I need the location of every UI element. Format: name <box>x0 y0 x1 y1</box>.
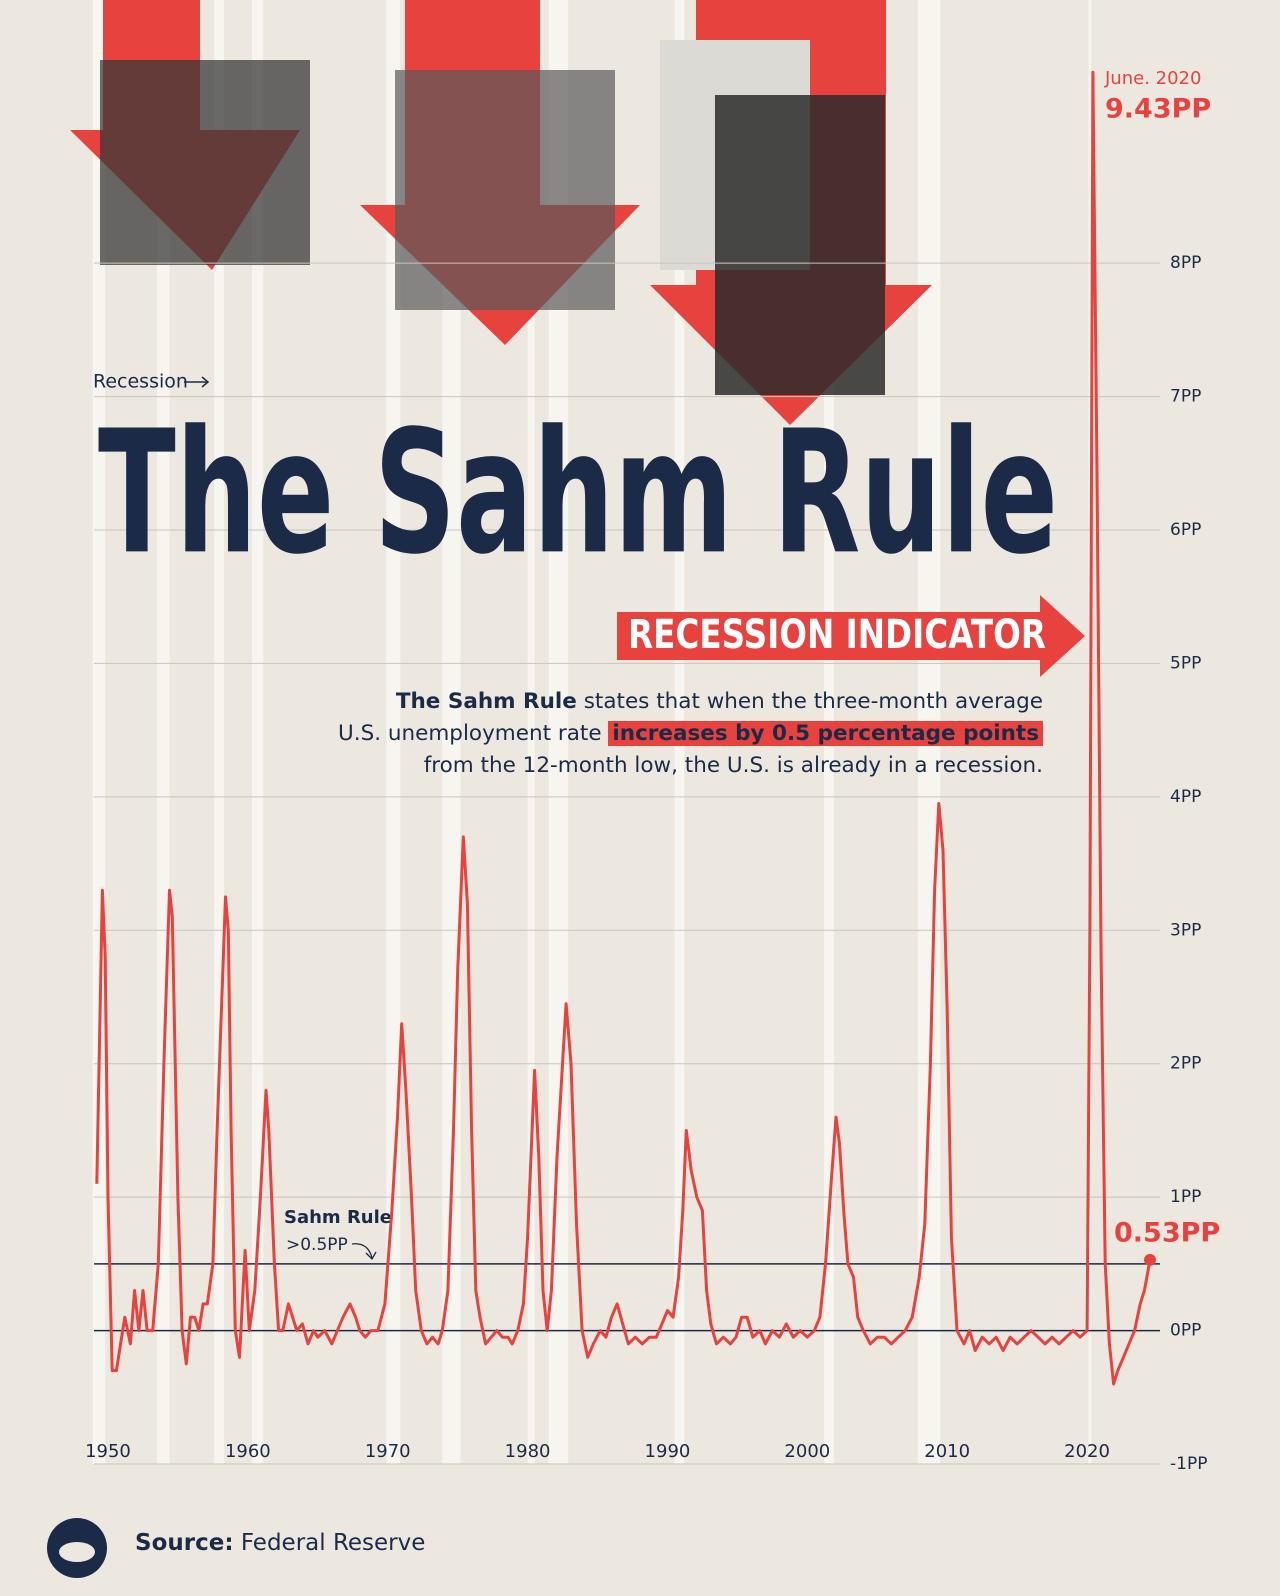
logo <box>59 1542 95 1562</box>
description-text: states that when the three-month average <box>583 689 1043 714</box>
description-text: from the 12-month low, the U.S. is alrea… <box>423 753 1043 778</box>
description-bold: The Sahm Rule <box>395 689 577 714</box>
x-tick-label: 2020 <box>1064 1441 1110 1462</box>
recession-band <box>156 0 170 1464</box>
legend-arrow <box>184 376 210 388</box>
footer: Source: Federal Reserve <box>135 1530 425 1556</box>
recession-band <box>92 0 106 1464</box>
recession-band <box>527 0 535 1464</box>
y-tick-label: 2PP <box>1170 1054 1201 1074</box>
x-tick-label: 2000 <box>784 1441 830 1462</box>
recession-band <box>548 0 569 1464</box>
x-tick-label: 1970 <box>365 1441 411 1462</box>
description-highlight: increases by 0.5 percentage points <box>608 721 1043 746</box>
source: Federal Reserve <box>240 1530 426 1556</box>
threshold-sublabel: >0.5PP <box>286 1235 348 1255</box>
description: The Sahm Rule states that when the three… <box>283 686 1043 782</box>
end-dot <box>1144 1253 1157 1266</box>
annotation-date: June. 2020 <box>1104 68 1201 89</box>
y-tick-label: 1PP <box>1170 1187 1201 1207</box>
decoration <box>70 0 932 425</box>
y-tick-label: 0PP <box>1170 1321 1201 1341</box>
x-tick-label: 1980 <box>505 1441 551 1462</box>
x-tick-label: 1990 <box>645 1441 691 1462</box>
y-tick-label: -1PP <box>1170 1454 1207 1474</box>
y-tick-label: 5PP <box>1170 653 1201 673</box>
y-tick-label: 7PP <box>1170 387 1201 407</box>
threshold-label: Sahm Rule <box>284 1207 392 1228</box>
annotation-arrow <box>351 1243 377 1261</box>
x-tick-label: 1960 <box>225 1441 271 1462</box>
title: The Sahm Rule <box>98 394 1058 592</box>
recession-band <box>214 0 225 1464</box>
recession-band <box>252 0 264 1464</box>
source-label: Source: <box>135 1530 234 1556</box>
subtitle: RECESSION INDICATOR <box>628 612 1046 658</box>
legend-label: Recession <box>93 371 188 393</box>
annotation-value: 0.53PP <box>1114 1218 1220 1249</box>
recession-band <box>442 0 461 1464</box>
y-tick-label: 8PP <box>1170 253 1201 273</box>
recession-band <box>386 0 401 1464</box>
description-text: U.S. unemployment rate <box>338 721 602 746</box>
photo <box>100 60 310 265</box>
annotation-value: 9.43PP <box>1105 94 1211 125</box>
y-tick-label: 4PP <box>1170 787 1201 807</box>
x-tick-label: 1950 <box>85 1441 131 1462</box>
series-line <box>95 70 1152 1386</box>
subtitle-arrow <box>617 595 1085 677</box>
y-tick-label: 6PP <box>1170 520 1201 540</box>
y-tick-label: 3PP <box>1170 920 1201 940</box>
photo <box>715 95 885 395</box>
x-tick-label: 2010 <box>924 1441 970 1462</box>
photo <box>395 70 615 310</box>
